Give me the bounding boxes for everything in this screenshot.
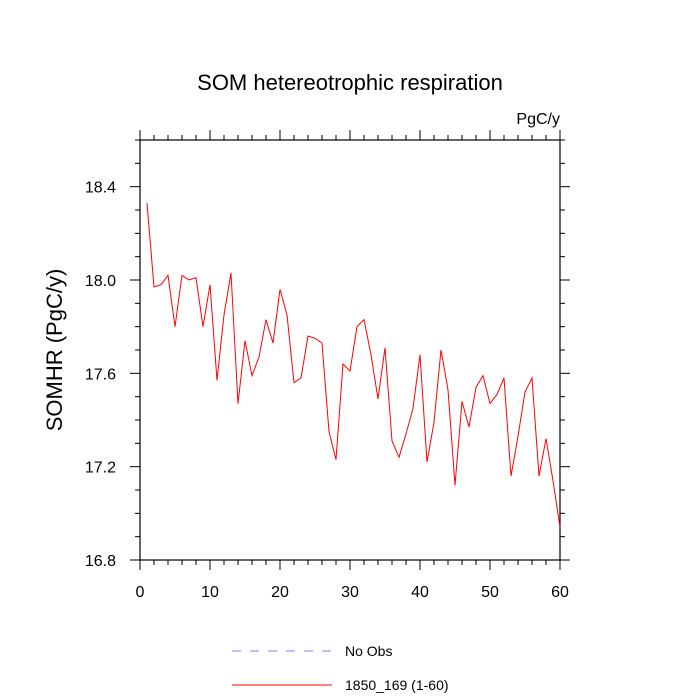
legend: No Obs 1850_169 (1-60) bbox=[232, 643, 449, 693]
y-tick-label: 16.8 bbox=[85, 553, 116, 570]
x-tick-label: 30 bbox=[341, 584, 359, 601]
units-label: PgC/y bbox=[516, 111, 560, 128]
axis-ticks bbox=[130, 130, 570, 570]
x-tick-label: 50 bbox=[481, 584, 499, 601]
x-tick-label: 60 bbox=[551, 584, 569, 601]
x-tick-label: 20 bbox=[271, 584, 289, 601]
axis-tick-labels: 0 10 20 30 40 50 60 16.8 17.2 17.6 18.0 18.4 bbox=[85, 180, 569, 601]
series-line-1850-169 bbox=[146, 202, 561, 528]
y-tick-label: 17.6 bbox=[85, 366, 116, 383]
chart-title: SOM hetereotrophic respiration bbox=[197, 70, 503, 95]
x-tick-label: 0 bbox=[136, 584, 145, 601]
y-tick-label: 17.2 bbox=[85, 460, 116, 477]
x-tick-label: 40 bbox=[411, 584, 429, 601]
x-tick-label: 10 bbox=[201, 584, 219, 601]
y-axis-label: SOMHR (PgC/y) bbox=[42, 269, 67, 432]
plot-frame bbox=[139, 139, 561, 561]
y-tick-label: 18.4 bbox=[85, 180, 116, 197]
legend-label-no-obs: No Obs bbox=[345, 643, 392, 659]
legend-label-1850-169: 1850_169 (1-60) bbox=[345, 677, 449, 693]
y-tick-label: 18.0 bbox=[85, 273, 116, 290]
